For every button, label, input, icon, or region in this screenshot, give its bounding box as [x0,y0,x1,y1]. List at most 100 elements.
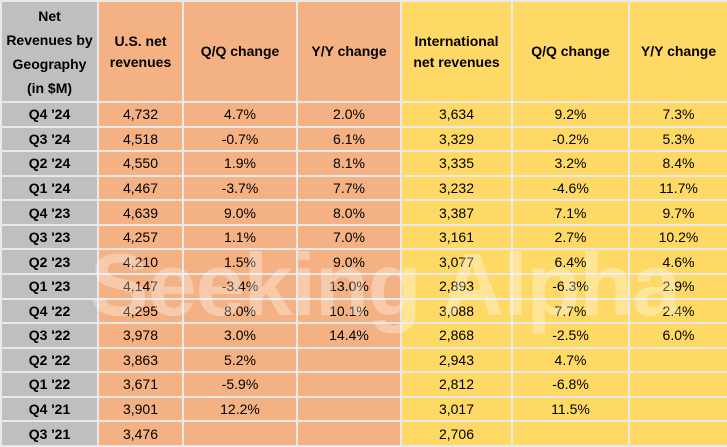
table-row: Q3 '22 3,978 3.0% 14.4% 2,868 -2.5% 6.0% [0,322,727,349]
us-net-revenues-cell: 4,147 [97,272,184,300]
intl-yy-change-cell: 11.7% [628,174,727,202]
intl-net-revenues-cell: 3,232 [400,174,513,202]
intl-qq-change-cell: 3.2% [511,150,630,177]
us-qq-change-cell: -3.7% [182,174,298,202]
us-net-revenues-cell: 3,978 [97,322,184,349]
quarter-label: Q4 '22 [0,297,99,325]
us-qq-change-cell: 3.0% [182,322,298,349]
table-row: Q4 '23 4,639 9.0% 8.0% 3,387 7.1% 9.7% [0,199,727,226]
table-row: Q1 '23 4,147 -3.4% 13.0% 2,893 -6.3% 2.9% [0,272,727,300]
intl-yy-change-cell: 6.0% [628,322,727,349]
intl-net-revenues-cell: 3,329 [400,125,513,153]
us-net-revenues-cell: 3,863 [97,346,184,374]
col-header-us-qq-change: Q/Q change [182,0,298,103]
intl-yy-change-cell: 7.3% [628,101,727,128]
us-net-revenues-cell: 3,671 [97,371,184,398]
intl-qq-change-cell [511,420,630,447]
intl-net-revenues-cell: 2,812 [400,371,513,398]
quarter-label: Q1 '22 [0,371,99,398]
col-header-us-yy-change: Y/Y change [296,0,402,103]
intl-net-revenues-cell: 2,943 [400,346,513,374]
quarter-label: Q2 '24 [0,150,99,177]
intl-qq-change-cell: -6.8% [511,371,630,398]
us-net-revenues-cell: 4,518 [97,125,184,153]
us-qq-change-cell: 8.0% [182,297,298,325]
us-qq-change-cell [182,420,298,447]
intl-qq-change-cell: -2.5% [511,322,630,349]
us-yy-change-cell: 9.0% [296,248,402,275]
us-yy-change-cell: 14.4% [296,322,402,349]
table-row: Q4 '24 4,732 4.7% 2.0% 3,634 9.2% 7.3% [0,101,727,128]
table-title: Net Revenues by Geography (in $M) [0,0,99,103]
us-yy-change-cell: 8.1% [296,150,402,177]
us-qq-change-cell: 1.9% [182,150,298,177]
us-net-revenues-cell: 4,550 [97,150,184,177]
intl-net-revenues-cell: 3,335 [400,150,513,177]
table-row: Q3 '21 3,476 2,706 [0,420,727,447]
quarter-label: Q1 '24 [0,174,99,202]
us-qq-change-cell: 9.0% [182,199,298,226]
table-row: Q2 '22 3,863 5.2% 2,943 4.7% [0,346,727,374]
us-yy-change-cell: 7.0% [296,223,402,251]
quarter-label: Q4 '23 [0,199,99,226]
intl-qq-change-cell: 7.1% [511,199,630,226]
us-yy-change-cell [296,371,402,398]
intl-qq-change-cell: 2.7% [511,223,630,251]
intl-qq-change-cell: 9.2% [511,101,630,128]
intl-qq-change-cell: -0.2% [511,125,630,153]
intl-net-revenues-cell: 2,893 [400,272,513,300]
us-net-revenues-cell: 3,901 [97,395,184,423]
intl-qq-change-cell: 11.5% [511,395,630,423]
table-body: Q4 '24 4,732 4.7% 2.0% 3,634 9.2% 7.3% Q3 '24 4,… [0,101,727,447]
us-net-revenues-cell: 4,732 [97,101,184,128]
col-header-us-net-revenues: U.S. net revenues [97,0,184,103]
intl-yy-change-cell [628,395,727,423]
intl-yy-change-cell: 2.9% [628,272,727,300]
intl-net-revenues-cell: 3,161 [400,223,513,251]
us-yy-change-cell: 8.0% [296,199,402,226]
table-row: Q1 '22 3,671 -5.9% 2,812 -6.8% [0,371,727,398]
intl-qq-change-cell: 7.7% [511,297,630,325]
us-qq-change-cell: 12.2% [182,395,298,423]
us-yy-change-cell: 13.0% [296,272,402,300]
intl-yy-change-cell [628,371,727,398]
table-row: Q3 '23 4,257 1.1% 7.0% 3,161 2.7% 10.2% [0,223,727,251]
header-row: Net Revenues by Geography (in $M) U.S. n… [0,0,727,103]
us-net-revenues-cell: 4,257 [97,223,184,251]
table-row: Q2 '23 4,210 1.5% 9.0% 3,077 6.4% 4.6% [0,248,727,275]
us-yy-change-cell [296,346,402,374]
intl-qq-change-cell: 4.7% [511,346,630,374]
intl-qq-change-cell: -4.6% [511,174,630,202]
quarter-label: Q2 '23 [0,248,99,275]
quarter-label: Q3 '23 [0,223,99,251]
us-yy-change-cell: 7.7% [296,174,402,202]
table-row: Q3 '24 4,518 -0.7% 6.1% 3,329 -0.2% 5.3% [0,125,727,153]
us-qq-change-cell: -3.4% [182,272,298,300]
quarter-label: Q2 '22 [0,346,99,374]
intl-net-revenues-cell: 3,017 [400,395,513,423]
intl-net-revenues-cell: 3,088 [400,297,513,325]
us-net-revenues-cell: 4,467 [97,174,184,202]
intl-yy-change-cell: 4.6% [628,248,727,275]
quarter-label: Q1 '23 [0,272,99,300]
intl-yy-change-cell: 5.3% [628,125,727,153]
us-qq-change-cell: -5.9% [182,371,298,398]
us-net-revenues-cell: 4,295 [97,297,184,325]
intl-yy-change-cell: 9.7% [628,199,727,226]
col-header-intl-net-revenues: International net revenues [400,0,513,103]
us-net-revenues-cell: 4,210 [97,248,184,275]
quarter-label: Q3 '22 [0,322,99,349]
intl-qq-change-cell: 6.4% [511,248,630,275]
us-net-revenues-cell: 3,476 [97,420,184,447]
intl-net-revenues-cell: 2,868 [400,322,513,349]
us-qq-change-cell: 1.1% [182,223,298,251]
intl-net-revenues-cell: 3,387 [400,199,513,226]
intl-yy-change-cell: 8.4% [628,150,727,177]
col-header-intl-yy-change: Y/Y change [628,0,727,103]
us-yy-change-cell [296,395,402,423]
us-yy-change-cell: 6.1% [296,125,402,153]
table-row: Q1 '24 4,467 -3.7% 7.7% 3,232 -4.6% 11.7% [0,174,727,202]
intl-yy-change-cell: 2.4% [628,297,727,325]
